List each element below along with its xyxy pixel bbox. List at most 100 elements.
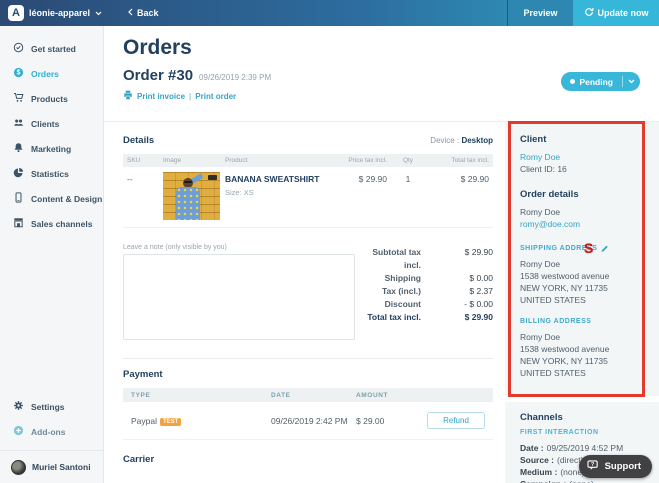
order-client-name: Romy Doe [520,207,561,217]
item-total: $ 29.90 [460,174,489,184]
shipping-value: $ 0.00 [469,273,493,283]
column-date: DATE [271,391,291,399]
channel-campaign-label: Campaign : [520,478,566,483]
order-details-heading: Order details [520,189,579,200]
order-client-email[interactable]: romy@doe.com [520,219,581,229]
update-now-button[interactable]: Update now [573,0,659,26]
store-switcher[interactable]: A léonie-apparel [0,5,102,21]
column-product: Product [225,157,248,164]
order-totals: Subtotal tax incl. $ 29.90 Shipping $ 0.00… [355,244,493,345]
item-price: $ 29.90 [358,174,387,184]
channel-source-value: (direct) [557,455,584,465]
user-profile[interactable]: Muriel Santoni [0,451,103,483]
channel-date-label: Date : [520,443,544,453]
item-sku: -- [127,174,133,184]
refund-button[interactable]: Refund [427,412,485,429]
order-datetime: 09/26/2019 2:39 PM [199,73,272,82]
tax-value: $ 2.37 [469,286,493,296]
column-type: TYPE [131,391,151,399]
update-now-label: Update now [597,8,649,18]
support-label: Support [604,461,641,472]
sidebar-item-clients[interactable]: Clients [0,111,103,136]
sidebar-item-label: Settings [31,401,65,412]
section-divider [123,358,493,359]
sidebar-item-orders[interactable]: $ Orders [0,61,103,86]
check-circle-icon [13,42,24,55]
client-id: Client ID: 16 [520,164,567,174]
gear-icon [13,400,24,413]
page-title: Orders [123,36,192,59]
channel-medium-label: Medium : [520,467,558,477]
note-label: Leave a note (only visible by you) [123,244,227,251]
sidebar-item-label: Sales channels [31,218,93,229]
avatar [11,459,26,475]
sidebar-item-label: Content & Design [31,193,103,204]
channel-source-label: Source : [520,455,555,465]
edit-shipping-icon[interactable] [601,244,609,252]
order-items-table: SKU Image Product Price tax incl. Qty To… [123,154,493,228]
billing-line: NEW YORK, NY 11735 [520,356,608,366]
shipping-address-heading: SHIPPING ADDRESS S [520,240,651,256]
discount-label: Discount [384,299,421,309]
client-heading: Client [520,134,547,145]
note-input[interactable] [123,254,355,340]
payment-date: 09/26/2019 2:42 PM [271,415,348,426]
shipping-line: UNITED STATES [520,295,586,305]
sidebar-item-marketing[interactable]: Marketing [0,136,103,161]
payment-table-header: TYPE DATE AMOUNT [123,388,493,402]
sidebar-item-add-ons[interactable]: Add-ons [0,419,103,444]
preview-button[interactable]: Preview [507,0,573,26]
back-label: Back [137,8,159,18]
column-total: Total tax incl. [451,157,489,164]
order-title: Order #30 [123,67,194,84]
client-name-link[interactable]: Romy Doe [520,152,561,162]
svg-text:$: $ [17,70,21,77]
user-name: Muriel Santoni [32,462,91,472]
print-separator: | [189,91,192,101]
order-main: Details Device : Desktop SKU Image Produ… [104,122,505,483]
chat-bubble-icon: ? [587,459,600,474]
column-qty: Qty [402,157,414,164]
sidebar-item-label: Products [31,93,68,104]
print-order-link[interactable]: Print order [195,91,237,101]
svg-text:?: ? [590,462,594,468]
printer-icon [123,90,133,102]
store-logo: A [8,5,24,21]
column-sku: SKU [127,157,141,164]
device-value: Desktop [461,136,493,145]
chevron-down-icon[interactable] [623,79,640,84]
back-button[interactable]: Back [128,8,159,18]
dollar-circle-icon: $ [13,67,24,80]
table-header: SKU Image Product Price tax incl. Qty To… [123,154,493,167]
payment-type: Paypal TEST [131,416,271,426]
sidebar-item-statistics[interactable]: Statistics [0,161,103,186]
store-icon [13,217,24,230]
sidebar-item-content-design[interactable]: Content & Design [0,186,103,211]
shipping-label: Shipping [384,273,421,283]
column-amount: AMOUNT [356,391,389,399]
sidebar-item-label: Statistics [31,168,69,179]
plus-circle-icon [13,425,24,438]
topbar: A léonie-apparel Back Preview Update now [0,0,659,26]
status-divider [622,76,623,87]
refresh-icon [584,7,594,19]
test-badge: TEST [160,417,182,426]
payment-heading: Payment [123,369,163,380]
support-button[interactable]: ? Support [578,455,652,478]
bell-icon [13,142,24,155]
sidebar-item-get-started[interactable]: Get started [0,36,103,61]
annotation-letter: S [584,240,594,256]
tax-label: Tax (incl.) [381,286,421,296]
client-card: Client Romy Doe Client ID: 16 Order deta… [505,121,659,397]
sidebar-item-products[interactable]: Products [0,86,103,111]
payment-row: Paypal TEST 09/26/2019 2:42 PM $ 29.00 Re… [123,402,493,440]
order-status-button[interactable]: Pending [561,72,640,91]
sidebar-item-sales-channels[interactable]: Sales channels [0,211,103,236]
people-icon [13,117,24,130]
print-invoice-link[interactable]: Print invoice [137,91,186,101]
subtotal-label: Subtotal tax incl. [372,247,421,270]
store-name: léonie-apparel [29,8,91,18]
channel-medium-value: (none) [560,467,585,477]
sidebar-item-settings[interactable]: Settings [0,394,103,419]
product-variant: Size: XS [225,188,254,197]
